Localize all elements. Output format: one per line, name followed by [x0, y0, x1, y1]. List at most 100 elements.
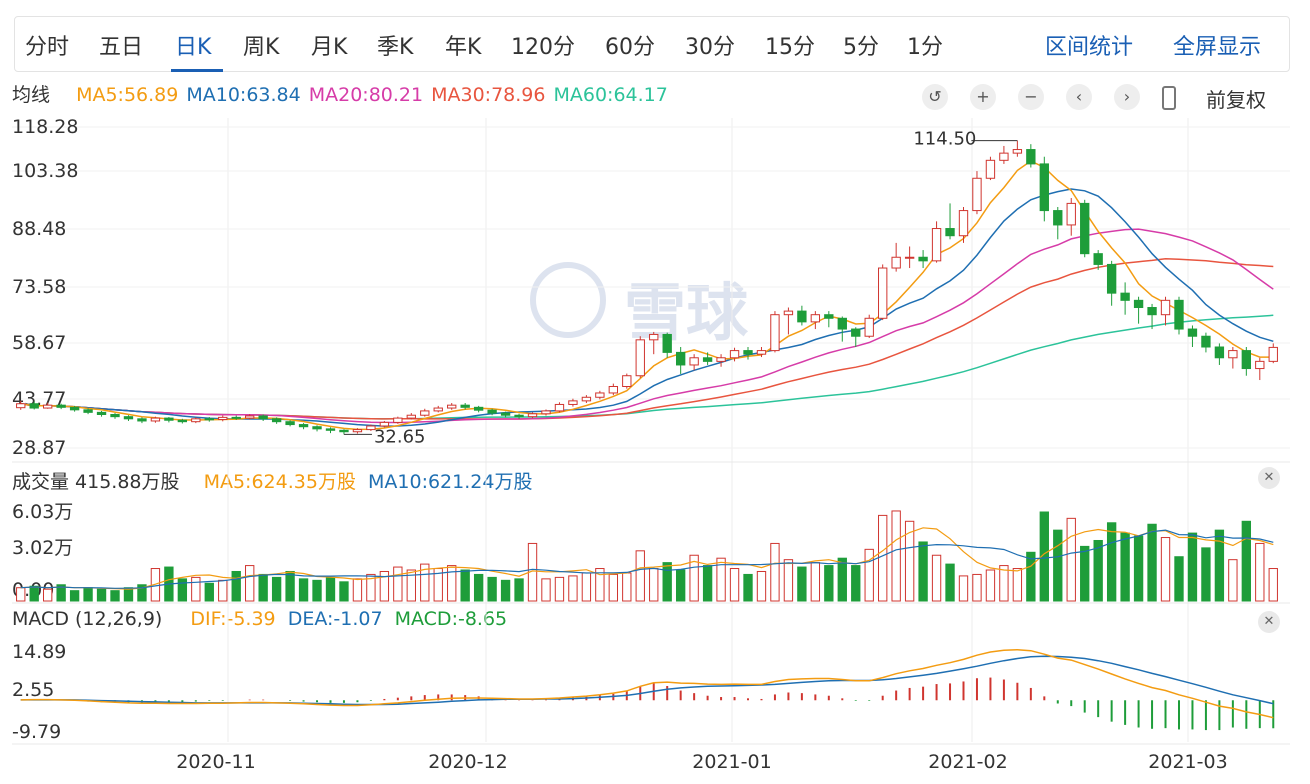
- candle-body-5: [83, 409, 93, 413]
- volume-bar-15: [218, 579, 228, 602]
- price-y-tick-2: 88.48: [12, 218, 66, 240]
- price-y-tick-0: 118.28: [12, 116, 78, 138]
- candle-body-78: [1066, 202, 1076, 226]
- volume-bar-66: [904, 520, 915, 602]
- volume-bar-16: [231, 570, 241, 602]
- candle-body-40: [554, 403, 565, 412]
- interval-stats-link[interactable]: 区间统计: [1045, 35, 1134, 60]
- tab-2[interactable]: 日K: [175, 35, 212, 60]
- macd-title: MACD (12,26,9): [12, 608, 163, 630]
- candle-body-50: [689, 357, 699, 366]
- candle-body-29: [406, 414, 416, 419]
- candle-body-58: [797, 310, 807, 323]
- tab-9[interactable]: 30分: [685, 35, 735, 60]
- volume-bar-18: [258, 573, 268, 602]
- candle-body-21: [298, 424, 309, 428]
- volume-bar-92: [1255, 542, 1265, 602]
- volume-ma10: MA10:621.24万股: [368, 471, 533, 493]
- candle-body-59: [810, 314, 821, 323]
- candle-body-66: [904, 256, 915, 259]
- candle-body-34: [473, 406, 484, 411]
- watermark: 雪球: [624, 276, 749, 349]
- tab-8[interactable]: 60分: [605, 35, 655, 60]
- volume-bar-37: [514, 578, 524, 602]
- tab-6[interactable]: 年K: [445, 35, 482, 60]
- volume-title: 成交量 415.88万股: [12, 471, 180, 493]
- volume-bar-74: [1012, 568, 1023, 602]
- next-icon[interactable]: ›: [1114, 84, 1140, 110]
- volume-header: 成交量 415.88万股 MA5:624.35万股 MA10:621.24万股: [12, 467, 532, 494]
- volume-bar-35: [487, 576, 497, 602]
- candle-body-47: [649, 333, 659, 341]
- candle-body-16: [231, 416, 241, 419]
- macd-dea: DEA:-1.07: [287, 608, 383, 630]
- candle-body-35: [487, 409, 497, 414]
- volume-y-tick-1: 3.02万: [12, 537, 73, 559]
- candle-body-77: [1053, 210, 1063, 226]
- fullscreen-link[interactable]: 全屏显示: [1173, 35, 1262, 60]
- volume-bar-90: [1228, 559, 1238, 602]
- tab-4[interactable]: 月K: [311, 35, 348, 60]
- volume-bar-40: [554, 576, 565, 602]
- zoom-out-icon[interactable]: −: [1018, 84, 1044, 110]
- candle-body-44: [608, 385, 619, 394]
- candle-body-38: [527, 413, 538, 418]
- price-y-tick-6: 28.87: [12, 437, 66, 459]
- tab-5[interactable]: 季K: [377, 35, 414, 60]
- volume-bar-73: [999, 565, 1009, 602]
- volume-bar-5: [83, 587, 93, 602]
- zoom-in-icon[interactable]: +: [970, 84, 996, 110]
- volume-bar-22: [312, 579, 322, 602]
- undo-icon[interactable]: ↺: [922, 84, 948, 110]
- candle-body-49: [675, 351, 686, 366]
- candle-body-22: [312, 426, 322, 430]
- candle-body-88: [1201, 335, 1211, 348]
- volume-bar-4: [69, 590, 80, 602]
- volume-bar-48: [662, 562, 672, 602]
- candle-body-74: [1012, 149, 1023, 154]
- volume-bar-19: [271, 576, 282, 602]
- volume-y-tick-0: 6.03万: [12, 501, 73, 523]
- candle-body-33: [460, 404, 470, 408]
- candle-body-86: [1174, 299, 1184, 330]
- candle-body-53: [729, 350, 740, 359]
- candle-body-23: [325, 428, 336, 431]
- tab-11[interactable]: 5分: [843, 35, 879, 60]
- candle-body-72: [985, 159, 996, 179]
- volume-bar-60: [824, 565, 834, 602]
- tab-7[interactable]: 120分: [511, 35, 575, 60]
- volume-bar-42: [581, 572, 592, 602]
- candle-body-52: [716, 357, 726, 362]
- volume-bar-68: [931, 554, 942, 602]
- volume-bar-80: [1093, 539, 1103, 602]
- price-adjust-toggle[interactable]: 前复权: [1206, 88, 1266, 112]
- volume-bar-65: [891, 510, 901, 602]
- candle-body-37: [514, 414, 524, 418]
- tab-0[interactable]: 分时: [25, 35, 70, 60]
- close-volume-icon[interactable]: ✕: [1258, 467, 1280, 489]
- volume-bar-0: [16, 587, 26, 602]
- candle-body-61: [837, 317, 847, 330]
- close-macd-icon[interactable]: ✕: [1258, 611, 1280, 633]
- ma-legend-items: MA5:56.89 MA10:63.84 MA20:80.21 MA30:78.96 M…: [76, 84, 676, 106]
- tab-3[interactable]: 周K: [243, 35, 280, 60]
- candle-body-19: [271, 418, 282, 423]
- volume-bar-88: [1201, 547, 1211, 602]
- macd-dif-line: [20, 648, 1274, 719]
- watermark-logo-icon: [530, 262, 606, 338]
- candle-body-11: [164, 417, 174, 421]
- candle-body-79: [1080, 202, 1090, 255]
- volume-bar-30: [420, 563, 430, 602]
- macd-dif: DIF:-5.39: [190, 608, 276, 630]
- prev-icon[interactable]: ‹: [1066, 84, 1092, 110]
- volume-bar-7: [110, 590, 120, 602]
- volume-bar-62: [851, 565, 861, 602]
- tab-10[interactable]: 15分: [765, 35, 815, 60]
- candle-icon[interactable]: [1162, 86, 1176, 110]
- volume-bar-23: [325, 576, 336, 602]
- volume-ma5-line: [20, 527, 1274, 590]
- tab-12[interactable]: 1分: [907, 35, 943, 60]
- ma20-line: [20, 228, 1274, 424]
- tab-1[interactable]: 五日: [99, 35, 144, 60]
